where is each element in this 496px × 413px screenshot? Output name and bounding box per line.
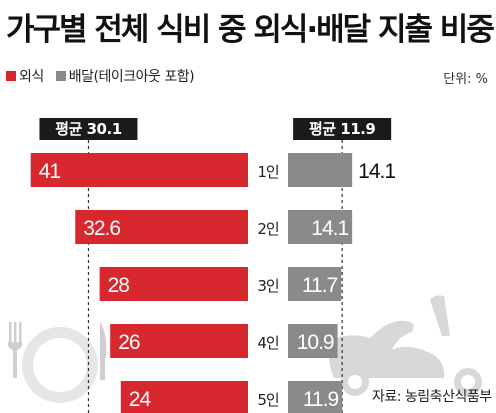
legend-swatch-dining [6,71,16,81]
legend-item-dining: 외식 [6,66,44,86]
bar-delivery-1 [288,153,353,187]
bar-dining-2 [75,210,248,244]
category-label-1: 1인 [257,163,279,181]
bar-delivery-2 [288,210,353,244]
value-label-delivery-5: 11.9 [303,388,339,411]
fork-icon [8,322,22,378]
chart-title: 가구별 전체 식비 중 외식·배달 지출 비중 [6,12,495,48]
legend-label-delivery: 배달(테이크아웃 포함) [68,69,195,85]
value-label-delivery-1: 14.1 [358,160,395,183]
category-label-2: 2인 [257,220,279,238]
value-label-delivery-3: 11.7 [302,274,338,297]
value-label-dining-2: 32.6 [83,217,120,240]
legend-label-dining: 외식 [19,69,44,85]
bar-dining-5 [120,381,248,413]
category-label-5: 5인 [257,391,279,409]
unit-label: 단위: % [443,72,488,87]
bar-dining-1 [30,153,249,187]
legend-item-delivery: 배달(테이크아웃 포함) [55,66,195,86]
knife-icon [100,322,107,380]
value-label-dining-3: 28 [108,274,130,297]
plate-icon [22,327,98,403]
legend: 외식 배달(테이크아웃 포함) [6,66,206,86]
legend-swatch-delivery [55,71,66,81]
average-label-dining: 평균 30.1 [55,120,121,138]
category-label-4: 4인 [257,334,279,352]
average-label-delivery: 평균 11.9 [309,120,375,138]
scooter-icon [328,295,482,396]
bar-delivery-3 [288,267,342,301]
average-box-delivery [293,118,392,140]
bar-dining-3 [99,267,248,301]
value-label-dining-4: 26 [118,331,140,354]
average-box-dining [39,118,138,140]
value-label-dining-5: 24 [129,388,152,411]
bars-group: 평균 30.1 평균 11.9 41 1인 14.1 32.6 2인 14.1 28 3인 11.7… [30,118,396,413]
value-label-delivery-2: 14.1 [311,217,348,240]
bar-dining-4 [110,324,248,358]
value-label-dining-1: 41 [39,160,61,183]
source-note: 자료: 농림축산식품부 [372,389,492,405]
value-label-delivery-4: 10.9 [297,331,334,354]
bar-delivery-5 [288,381,343,413]
bar-delivery-4 [288,324,338,358]
category-label-3: 3인 [257,277,279,295]
